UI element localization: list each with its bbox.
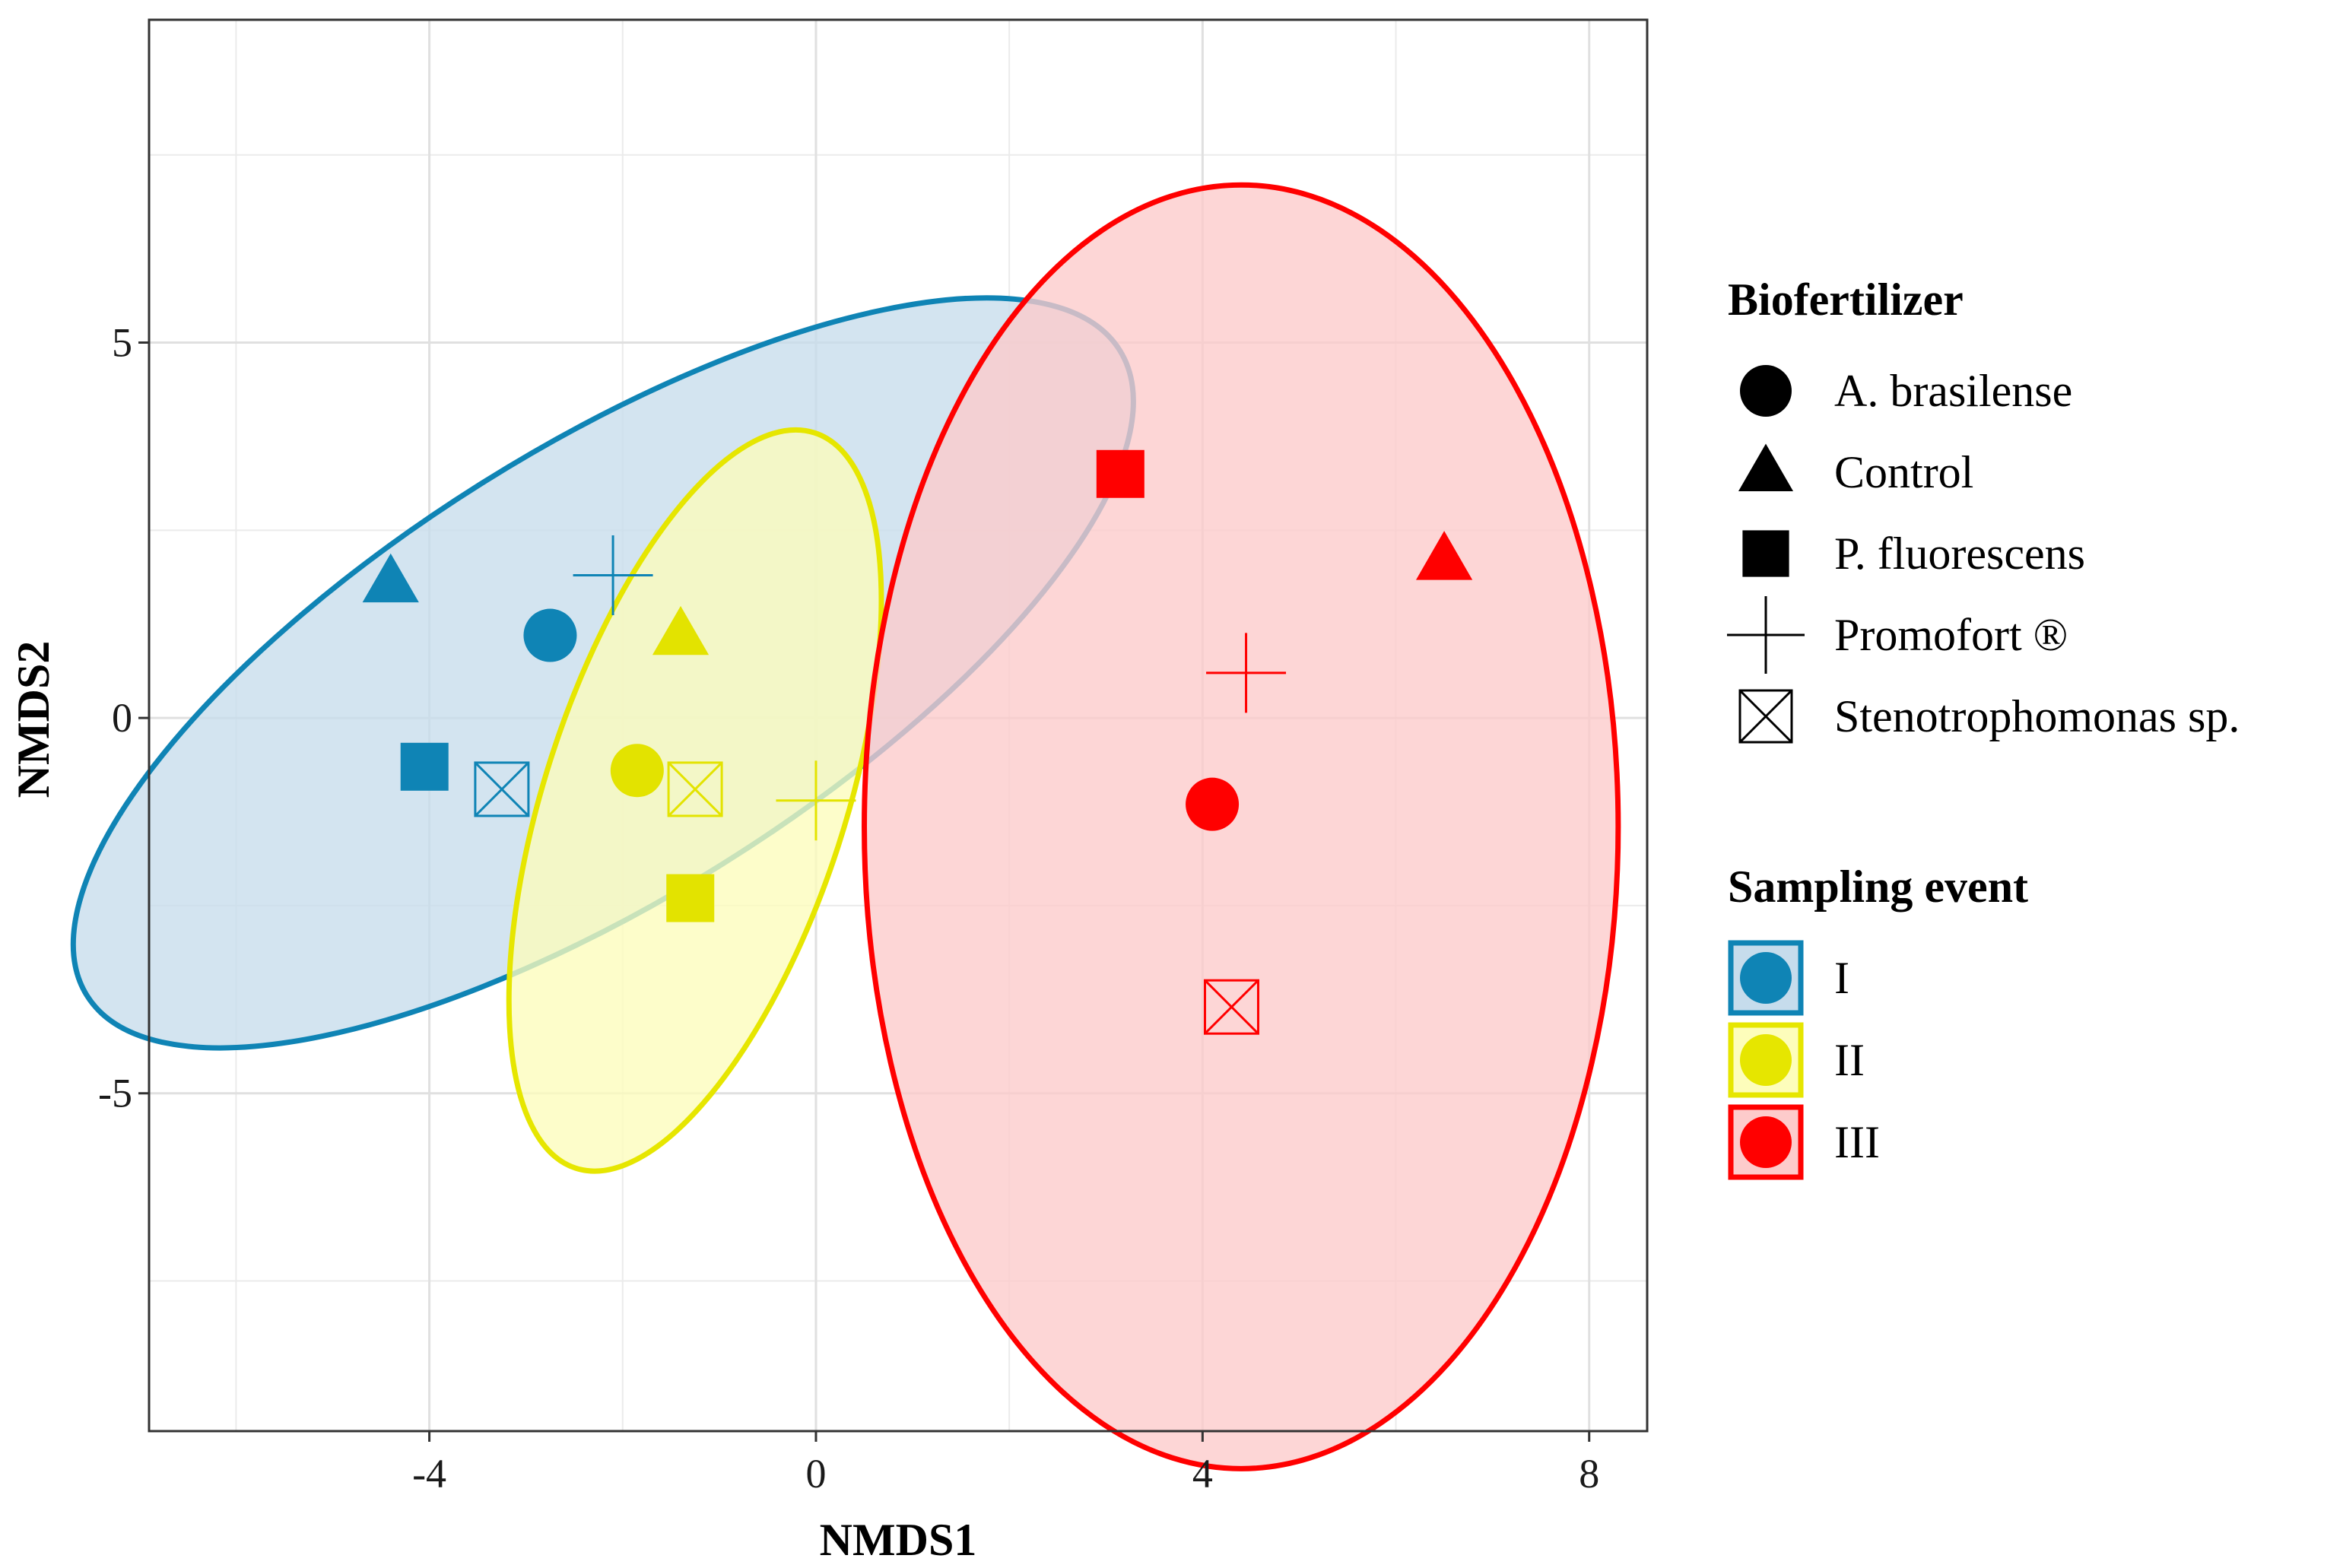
legend-dot-II: [1740, 1034, 1792, 1086]
legend-label-p-fluorescens: P. fluorescens: [1834, 528, 2085, 579]
point-I-stenotrophomonas-sp: [474, 761, 530, 817]
legend-label-a-brasilense: A. brasilense: [1834, 366, 2072, 416]
x-axis-title: NMDS1: [820, 1515, 977, 1565]
point-II-stenotrophomonas-sp-box: [667, 761, 723, 817]
point-II-promofort: [776, 760, 856, 841]
legend-key-stenotrophomonas-sp: [1738, 689, 1793, 744]
point-III-stenotrophomonas-sp: [1203, 979, 1259, 1035]
point-III-p-fluorescens: [1096, 449, 1145, 498]
plot-border: [148, 18, 1649, 1433]
legend-label-promofort: Promofort ®: [1834, 610, 2068, 660]
point-III-stenotrophomonas-sp-diag2: [1204, 979, 1259, 1035]
legend-key-p-fluorescens: [1742, 530, 1789, 577]
legend-key-stenotrophomonas-sp-diag2: [1738, 689, 1793, 744]
point-II-p-fluorescens: [666, 874, 715, 922]
legend-key-a-brasilense: [1740, 365, 1792, 417]
point-II-control: [652, 605, 710, 655]
legend-label-I: I: [1834, 953, 1849, 1003]
legend-label-stenotrophomonas-sp: Stenotrophomonas sp.: [1834, 691, 2240, 741]
legend-key-stenotrophomonas-sp-box: [1738, 689, 1793, 744]
point-I-stenotrophomonas-sp-box: [474, 761, 530, 817]
point-III-a-brasilense: [1186, 777, 1240, 831]
point-I-stenotrophomonas-sp-diag2: [474, 761, 529, 817]
ellipse-III: [862, 182, 1621, 1471]
point-II-a-brasilense: [610, 744, 664, 798]
legend-label-III: III: [1834, 1117, 1880, 1167]
point-II-stenotrophomonas-sp: [667, 761, 723, 817]
x-tick-label: -4: [412, 1451, 446, 1497]
x-tick-label: 4: [1192, 1451, 1213, 1497]
confidence-ellipses: [70, 182, 1621, 1471]
legend-key-promofort: [1727, 596, 1805, 674]
y-tick-label: 0: [112, 695, 132, 741]
legend-dot-I: [1740, 952, 1792, 1004]
point-III-control: [1415, 531, 1473, 580]
point-I-a-brasilense: [523, 608, 577, 662]
biofertilizer-legend: Biofertilizer A. brasilense Control P. flu…: [1727, 275, 2240, 744]
x-tick-label: 8: [1579, 1451, 1599, 1497]
legend-dot-III: [1740, 1116, 1792, 1168]
point-I-promofort: [573, 535, 653, 616]
x-tick-label: 0: [805, 1451, 826, 1497]
point-III-promofort: [1206, 633, 1287, 713]
y-tick-label: -5: [98, 1071, 132, 1116]
legend-key-control: [1738, 443, 1794, 492]
y-tick-label: 5: [112, 320, 132, 366]
point-II-stenotrophomonas-sp-diag2: [668, 761, 723, 817]
panel-border: [148, 18, 1649, 1433]
axis-ticks: -4 0 4 8 5 0 -5: [98, 320, 1599, 1497]
y-axis-title: NMDS2: [8, 641, 59, 798]
legend-label-II: II: [1834, 1035, 1865, 1085]
sampling-event-legend-title: Sampling event: [1728, 862, 2028, 912]
biofertilizer-legend-title: Biofertilizer: [1728, 275, 1964, 325]
ellipse-II: [506, 427, 884, 1174]
point-I-p-fluorescens: [400, 742, 449, 791]
point-I-control: [362, 553, 419, 603]
data-points: [362, 449, 1473, 1035]
legend-label-control: Control: [1834, 447, 1973, 497]
point-III-stenotrophomonas-sp-box: [1203, 979, 1259, 1035]
